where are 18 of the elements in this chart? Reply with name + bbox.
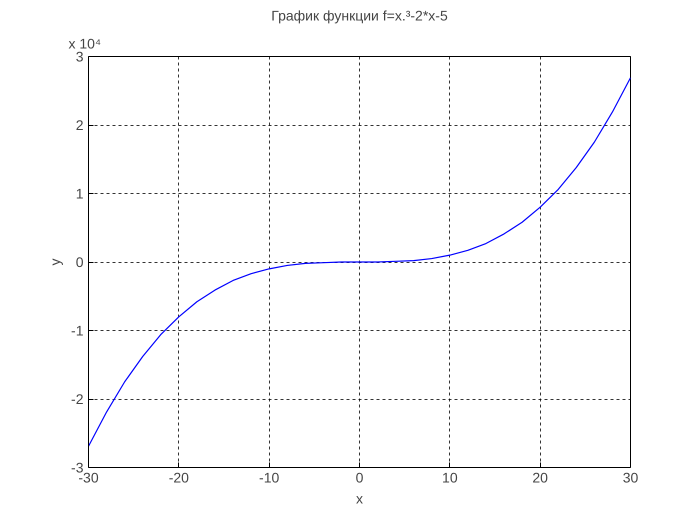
x-tick-label: -20 xyxy=(168,470,190,486)
x-tick-label: 10 xyxy=(442,470,458,486)
x-tick-label: 30 xyxy=(622,470,638,486)
y-axis-title: y xyxy=(47,258,64,266)
y-tick-label: 1 xyxy=(76,186,84,202)
y-tick-label: -2 xyxy=(71,391,84,407)
text: x 10⁴ xyxy=(68,36,101,52)
y-tick-label: -1 xyxy=(71,322,84,338)
line-series xyxy=(88,77,630,447)
chart-title: График функции f=x.³-2*x-5 xyxy=(271,8,448,24)
x-axis-title: x xyxy=(356,490,363,506)
y-tick-label: -3 xyxy=(71,460,84,476)
x-tick-label: 20 xyxy=(532,470,548,486)
y-tick-label: 2 xyxy=(76,117,84,133)
x-tick-label: -10 xyxy=(259,470,280,486)
x-tick-label: 0 xyxy=(356,470,364,486)
y-tick-label: 0 xyxy=(76,254,84,270)
y-tick-label: 3 xyxy=(76,48,84,64)
